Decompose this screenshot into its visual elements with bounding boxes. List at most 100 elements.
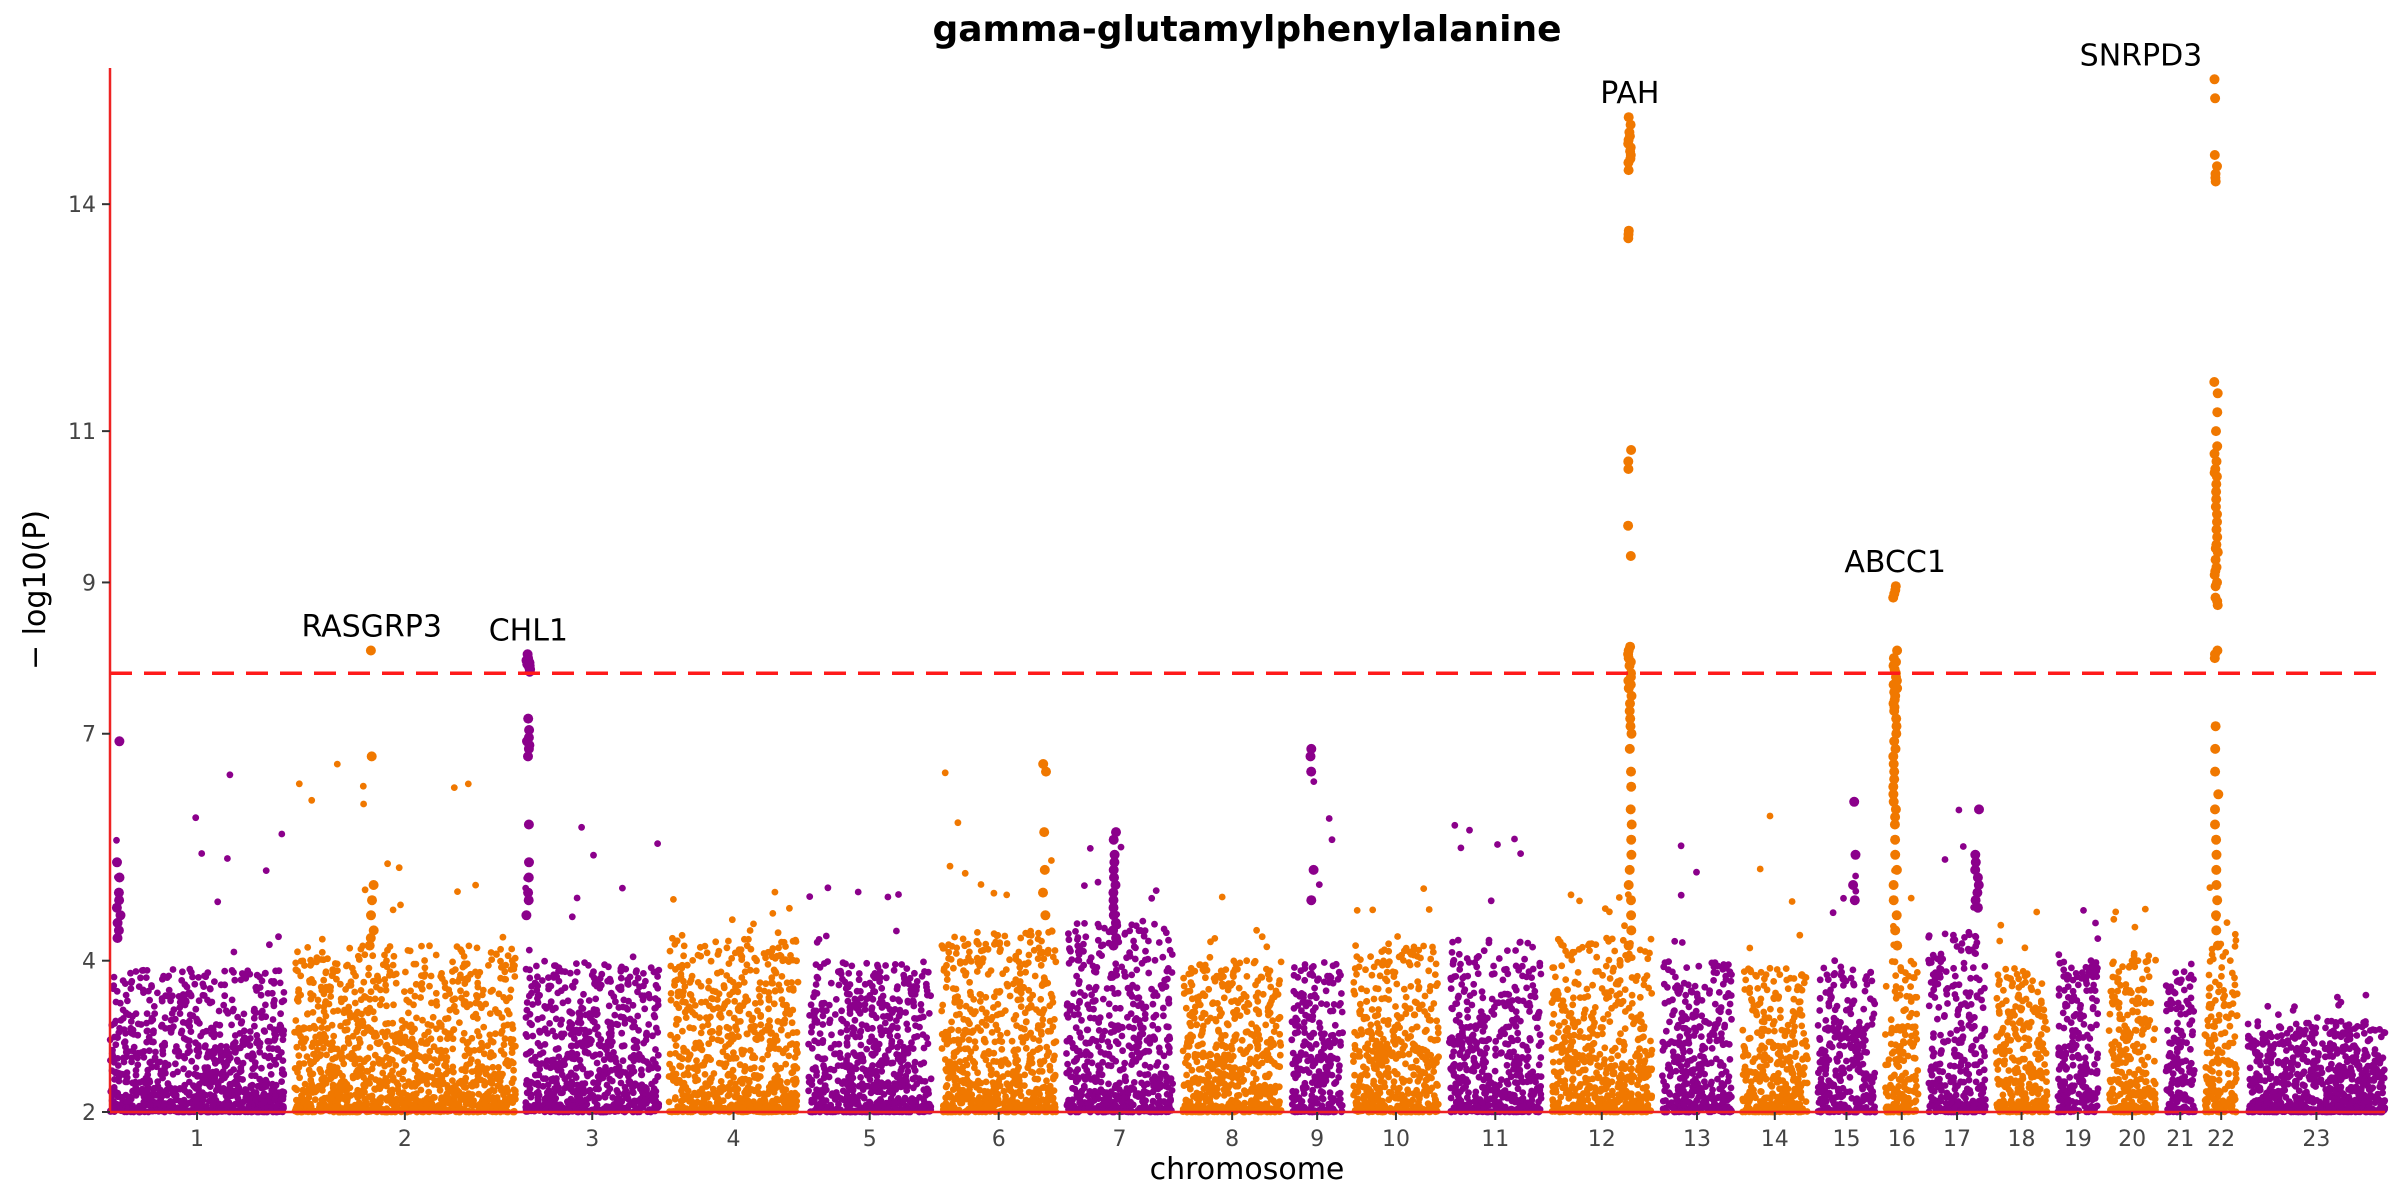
data-point <box>994 1026 1001 1034</box>
data-point <box>575 1009 583 1017</box>
data-point <box>1018 1034 1025 1041</box>
data-point <box>678 1087 685 1095</box>
data-point <box>697 952 705 960</box>
data-point <box>552 1046 560 1053</box>
data-point <box>812 1064 819 1072</box>
data-point <box>480 1050 488 1058</box>
data-point <box>230 969 237 976</box>
data-point <box>807 1001 815 1009</box>
data-point <box>708 1074 715 1082</box>
data-point <box>343 1026 351 1034</box>
data-point <box>266 1038 274 1045</box>
data-point <box>122 1029 129 1037</box>
data-point <box>990 993 998 1001</box>
data-point <box>116 1101 124 1109</box>
data-point <box>495 1070 503 1077</box>
data-point <box>449 996 457 1004</box>
data-point <box>617 965 625 972</box>
data-point <box>889 1084 897 1092</box>
data-point <box>430 1043 438 1051</box>
data-point <box>994 931 1002 939</box>
data-point <box>735 981 743 989</box>
data-point <box>952 1011 960 1019</box>
data-point <box>188 1057 196 1065</box>
data-point <box>421 1031 428 1039</box>
data-point <box>765 996 773 1004</box>
data-point <box>174 1047 182 1054</box>
data-point <box>642 1031 650 1039</box>
data-point <box>497 1086 505 1094</box>
data-point <box>127 969 134 977</box>
data-point <box>973 954 981 962</box>
data-point <box>860 1093 867 1101</box>
data-point <box>942 1083 950 1091</box>
data-point <box>327 1094 335 1101</box>
data-point <box>450 1068 457 1076</box>
data-point <box>886 1032 894 1040</box>
data-point <box>675 963 683 971</box>
data-point <box>819 1037 827 1044</box>
data-point <box>815 936 823 943</box>
data-point <box>361 993 368 1000</box>
data-point <box>942 1066 950 1073</box>
data-point <box>300 1044 307 1052</box>
data-point <box>845 970 853 977</box>
data-point <box>764 961 772 968</box>
data-point <box>971 1038 979 1045</box>
data-point <box>924 991 931 999</box>
data-point <box>421 964 429 972</box>
data-point <box>261 1028 269 1035</box>
data-point <box>143 1010 151 1017</box>
data-point <box>808 1096 816 1104</box>
data-point <box>1041 1083 1048 1091</box>
data-point <box>680 942 688 950</box>
chart-title: gamma-glutamylphenylalanine <box>932 9 1561 50</box>
data-point <box>667 990 675 997</box>
data-point <box>449 968 456 975</box>
data-point <box>393 1031 400 1038</box>
data-point <box>215 1007 223 1015</box>
data-point <box>974 1024 982 1031</box>
data-point <box>381 1031 389 1039</box>
data-point <box>131 1105 139 1112</box>
data-point <box>726 1009 733 1017</box>
data-point <box>750 920 757 928</box>
data-point <box>152 1048 159 1056</box>
data-point <box>828 1092 836 1099</box>
data-point <box>409 1091 417 1099</box>
data-point <box>723 1023 731 1031</box>
data-point <box>140 1093 148 1101</box>
data-point <box>270 1002 278 1010</box>
data-point <box>559 999 567 1007</box>
data-point <box>168 1010 176 1017</box>
data-point <box>757 1035 765 1042</box>
data-point <box>779 1086 787 1094</box>
data-point <box>355 1035 363 1043</box>
data-point <box>204 969 212 977</box>
data-point <box>941 769 949 777</box>
data-point <box>427 972 435 980</box>
data-point <box>510 1066 517 1074</box>
data-point <box>974 1069 981 1077</box>
data-point <box>504 952 512 960</box>
data-point <box>208 1030 216 1038</box>
data-point <box>368 1092 376 1100</box>
data-point <box>474 979 482 987</box>
data-point <box>369 1008 377 1016</box>
data-point <box>306 1058 314 1065</box>
data-point <box>942 983 950 991</box>
data-point <box>665 1098 673 1106</box>
data-point <box>673 1076 680 1084</box>
data-point <box>857 1041 865 1049</box>
data-point <box>579 1065 587 1073</box>
data-point <box>617 1079 625 1087</box>
data-point <box>412 980 420 988</box>
data-point <box>278 830 286 838</box>
data-point <box>351 988 359 996</box>
data-point <box>1048 857 1055 864</box>
data-point <box>718 1060 726 1067</box>
data-point <box>817 1087 824 1095</box>
data-point <box>640 1057 647 1064</box>
data-point <box>258 1064 265 1072</box>
data-point <box>756 992 763 1000</box>
